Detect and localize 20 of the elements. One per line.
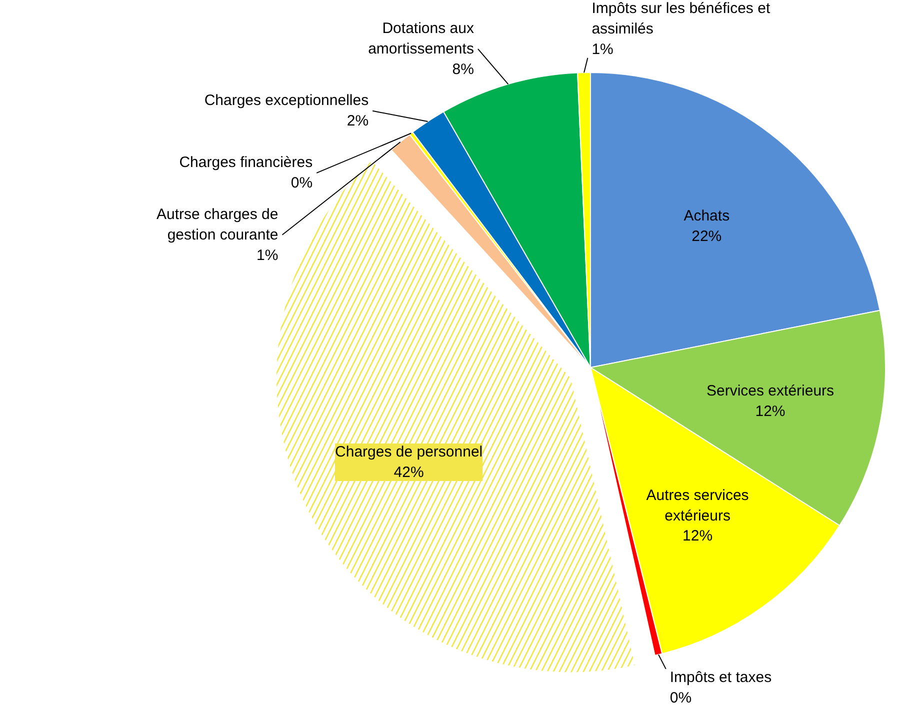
slice-label: Dotations aux amortissements	[368, 20, 474, 58]
slice-label: Charges de personnel	[335, 444, 483, 461]
data-label: 42%	[394, 464, 424, 481]
data-label: 1%	[592, 40, 614, 58]
data-label: 0%	[670, 689, 692, 706]
slice-label: Services extérieurs	[706, 382, 834, 400]
data-label: 1%	[256, 246, 278, 264]
data-label: 2%	[346, 112, 369, 130]
data-label: 12%	[682, 528, 713, 545]
data-label: 22%	[692, 228, 722, 245]
slice-label: Autrse charges de gestion courante	[156, 206, 278, 244]
data-label: 12%	[755, 402, 786, 420]
slice-label: Charges exceptionnelles	[204, 92, 369, 110]
slice-label: Achats	[684, 208, 730, 225]
slice-label: Impôts et taxes	[670, 668, 772, 686]
slice-label: Impôts sur les bénéfices et assimilés	[592, 0, 771, 38]
data-label: 0%	[290, 174, 313, 192]
slice-label: Autres services extérieurs	[646, 486, 749, 524]
slice-label: Charges financières	[179, 154, 313, 172]
data-label: 8%	[452, 60, 474, 78]
